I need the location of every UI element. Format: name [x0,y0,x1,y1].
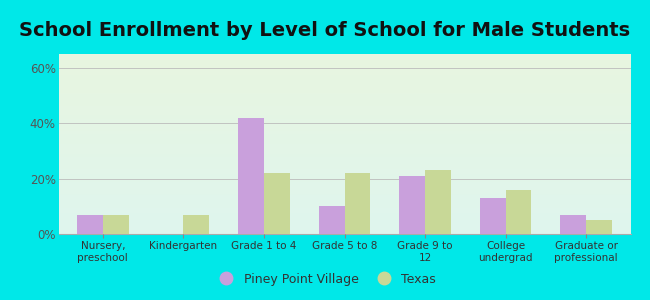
Legend: Piney Point Village, Texas: Piney Point Village, Texas [209,268,441,291]
Bar [238,118,264,234]
Bar [560,214,586,234]
Bar [425,170,451,234]
Bar [77,214,103,234]
Bar [506,190,532,234]
Bar [264,173,290,234]
Bar [399,176,425,234]
Bar [318,206,344,234]
Bar [480,198,506,234]
Text: School Enrollment by Level of School for Male Students: School Enrollment by Level of School for… [20,21,630,40]
Bar [103,214,129,234]
Bar [586,220,612,234]
Bar [344,173,370,234]
Bar [183,214,209,234]
